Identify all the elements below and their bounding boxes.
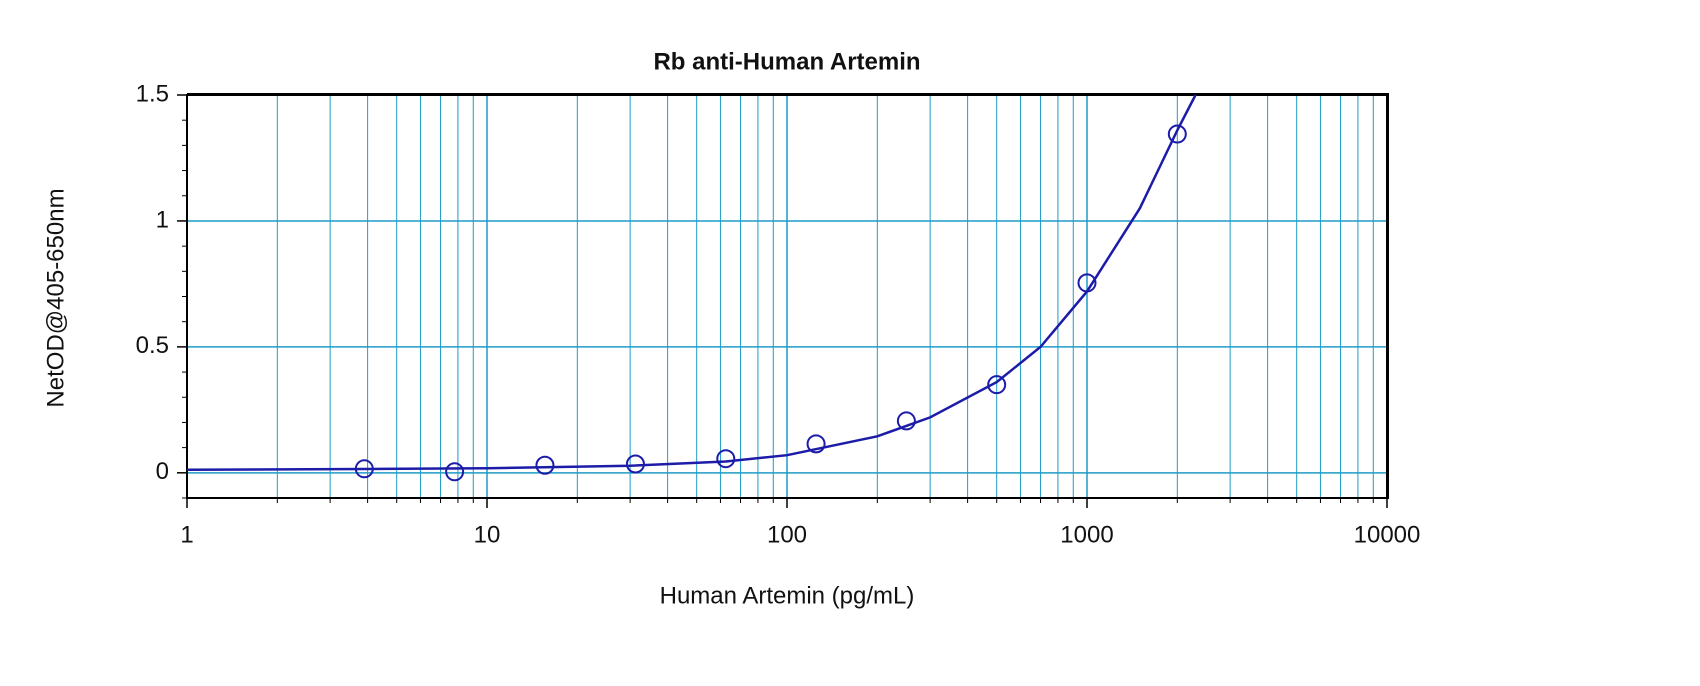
data-point xyxy=(1167,124,1187,144)
y-tick-label: 1 xyxy=(156,206,169,233)
x-tick-label: 10000 xyxy=(1354,521,1421,548)
data-point xyxy=(716,449,736,469)
data-point xyxy=(445,462,465,482)
data-point xyxy=(806,434,826,454)
y-tick-label: 1.5 xyxy=(136,80,169,107)
y-tick-label: 0.5 xyxy=(136,332,169,359)
data-point xyxy=(987,375,1007,395)
x-axis-label: Human Artemin (pg/mL) xyxy=(660,582,915,609)
data-point xyxy=(896,411,916,431)
y-tick-label: 0 xyxy=(156,458,169,485)
data-point xyxy=(625,454,645,474)
data-point xyxy=(535,455,555,475)
x-tick-label: 10 xyxy=(474,521,501,548)
fit-curve xyxy=(186,94,1197,472)
y-axis-label: NetOD@405-650nm xyxy=(42,188,69,407)
x-tick-label: 1000 xyxy=(1060,521,1113,548)
x-tick-label: 100 xyxy=(767,521,807,548)
x-tick-label: 1 xyxy=(180,521,193,548)
chart-title: Rb anti-Human Artemin xyxy=(653,48,920,75)
